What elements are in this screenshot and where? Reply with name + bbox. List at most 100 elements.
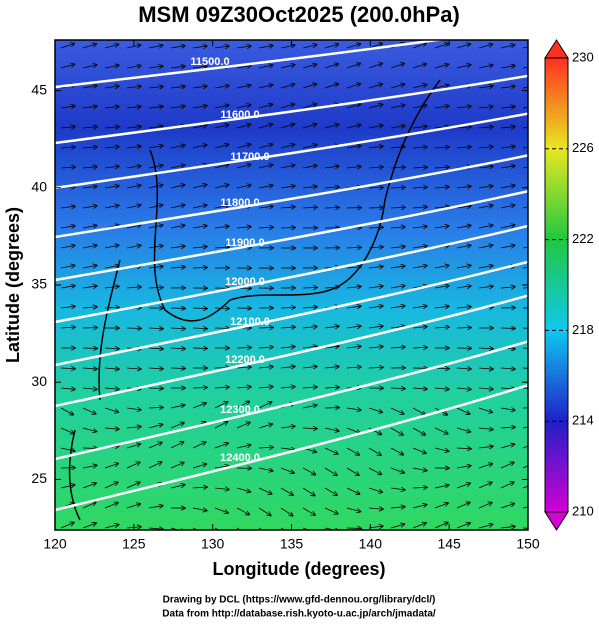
streamline-arrow (104, 407, 118, 412)
streamline-arrow (258, 507, 271, 516)
streamline-arrow (192, 86, 207, 88)
streamline-arrow (478, 503, 492, 509)
streamline-arrow (390, 105, 405, 109)
streamline-arrow (104, 368, 119, 369)
y-tick-label: 45 (31, 81, 47, 97)
streamline-arrow (60, 327, 75, 328)
streamline-arrow (456, 407, 470, 414)
streamline-arrow (214, 507, 228, 513)
x-tick-label: 150 (516, 536, 540, 552)
streamline-arrow (456, 147, 471, 148)
streamline-arrow (390, 447, 403, 455)
streamline-arrow (368, 467, 381, 474)
streamline-arrow (126, 185, 141, 188)
streamline-arrow (258, 387, 273, 388)
streamline-arrow (148, 66, 163, 68)
streamline-arrow (302, 428, 317, 429)
streamline-arrow (478, 368, 493, 369)
streamline-arrow (280, 45, 295, 49)
streamline-arrow (148, 126, 163, 128)
colorbar-tick-label: 226 (572, 140, 594, 155)
streamline-arrow (192, 464, 206, 469)
streamline-arrow (192, 267, 207, 268)
streamline-arrow (346, 408, 361, 410)
streamline-arrow (522, 126, 528, 129)
streamline-arrow (280, 124, 294, 129)
streamline-arrow (192, 403, 206, 409)
streamline-arrow (148, 205, 163, 209)
streamline-arrow (456, 127, 471, 128)
plot-area: 11500.0 11600.0 11700.0 11800.0 11900.0 12000… (55, 40, 528, 530)
streamline-arrow (368, 487, 382, 492)
streamline-arrow (500, 526, 515, 528)
contour-line (55, 384, 528, 512)
streamline-arrow (412, 167, 427, 168)
streamline-arrow (280, 347, 295, 348)
contour-line (55, 294, 528, 408)
streamline-arrow (258, 402, 272, 409)
streamline-arrow (258, 185, 273, 188)
colorbar-tick-label: 210 (572, 503, 594, 518)
streamline-arrow (104, 463, 118, 469)
streamline-arrow (214, 422, 227, 429)
contour-line (55, 260, 528, 367)
streamline-arrow (412, 306, 427, 308)
streamline-arrow (126, 146, 141, 148)
streamline-arrow (390, 306, 405, 308)
streamline-arrow (60, 147, 75, 148)
contour-label: 12400.0 (220, 452, 260, 464)
streamline-arrow (500, 444, 514, 449)
streamline-arrow (82, 86, 97, 88)
x-tick-label: 130 (201, 536, 225, 552)
streamline-arrow (346, 167, 361, 168)
streamline-arrow (368, 187, 383, 188)
footer-line: Data from http://database.rish.kyoto-u.a… (162, 609, 436, 620)
streamline-arrow (500, 205, 515, 209)
streamline-arrow (412, 523, 426, 529)
streamline-arrow (192, 328, 207, 329)
streamline-arrow (258, 206, 273, 208)
streamline-arrow (148, 462, 162, 469)
streamline-arrow (346, 146, 361, 148)
streamline-arrow (412, 266, 427, 268)
streamline-arrow (60, 427, 74, 433)
streamline-arrow (368, 227, 383, 228)
contour-label: 12000.0 (225, 276, 265, 288)
streamline-arrow (280, 487, 293, 495)
streamline-arrow (346, 267, 361, 268)
streamline-arrow (104, 65, 119, 69)
streamline-arrow (258, 124, 272, 129)
streamline-arrow (368, 286, 383, 288)
streamline-arrow (126, 107, 141, 108)
streamline-arrow (500, 368, 515, 369)
streamline-arrow (368, 125, 383, 128)
streamline-arrow (412, 427, 425, 435)
streamline-arrow (148, 287, 163, 288)
streamline-arrow (434, 187, 449, 188)
streamline-arrow (236, 105, 251, 109)
streamline-arrow (302, 387, 317, 388)
streamline-arrow (522, 387, 528, 389)
streamline-arrow (192, 247, 207, 248)
streamline-arrow (60, 106, 75, 108)
streamline-arrow (214, 86, 229, 88)
streamline-arrow (192, 66, 207, 68)
contour-label: 11700.0 (230, 151, 269, 163)
streamline-arrow (456, 307, 471, 308)
streamline-arrow (236, 367, 251, 368)
streamline-arrow (478, 205, 493, 208)
streamline-arrow (346, 467, 359, 475)
streamline-arrow (214, 488, 229, 490)
streamline-arrow (126, 287, 141, 288)
plot-background (55, 40, 528, 530)
streamline-arrow (434, 523, 448, 529)
contour-label: 11500.0 (190, 56, 229, 68)
streamline-arrow (412, 447, 426, 453)
streamline-arrow (170, 165, 185, 169)
streamline-arrow (412, 187, 427, 188)
streamline-arrow (478, 446, 493, 448)
streamline-arrow (104, 205, 119, 208)
streamline-arrow (148, 328, 163, 329)
streamline-arrow (522, 287, 528, 289)
streamline-arrow (434, 226, 449, 228)
